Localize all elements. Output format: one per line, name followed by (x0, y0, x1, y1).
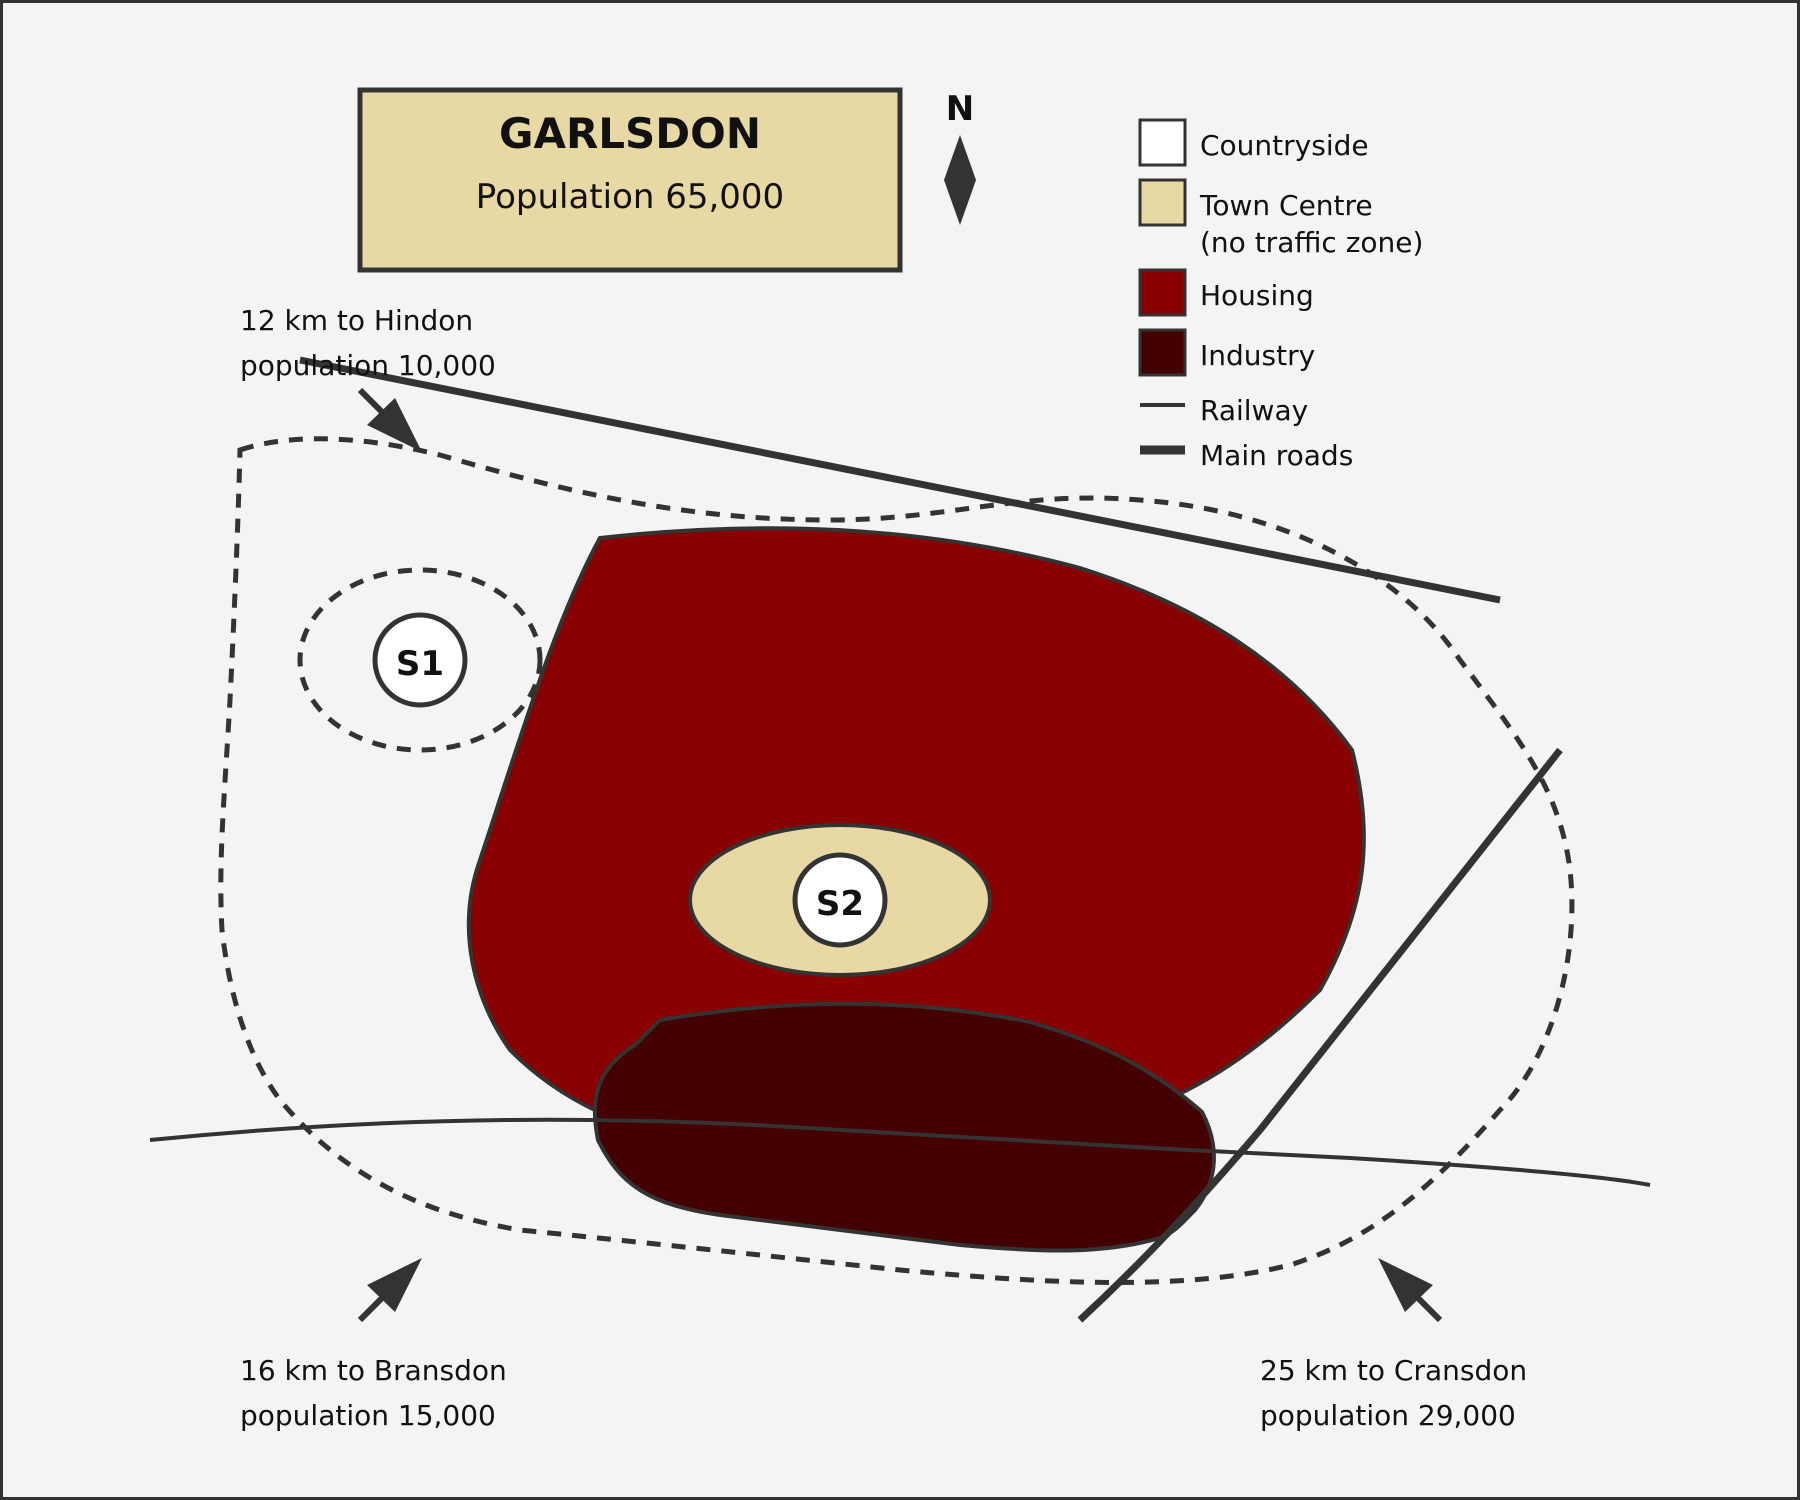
industry-area (592, 1001, 1216, 1253)
site-s2-marker (792, 852, 888, 948)
map-population: Population 65,000 (476, 177, 784, 217)
title-box (357, 87, 903, 273)
legend-swatch-town-centre (1138, 178, 1187, 227)
legend-swatch-countryside (1138, 118, 1187, 167)
legend-swatch-industry (1138, 328, 1187, 377)
legend-label-countryside: Countryside (1200, 129, 1369, 162)
town-boundary (218, 436, 1575, 1285)
main-road-north (299, 356, 1501, 604)
hindon-distance: 12 km to Hindon (240, 304, 473, 337)
legend-label-main-roads: Main roads (1200, 439, 1353, 472)
railway-line (149, 1117, 1651, 1187)
hindon-population: population 10,000 (240, 349, 496, 382)
north-label: N (946, 89, 974, 129)
main-road-east (1077, 747, 1563, 1323)
cransdon-arrow-icon (1378, 1258, 1443, 1323)
legend-label-railway: Railway (1200, 394, 1308, 427)
site-s2-label: S2 (816, 884, 864, 924)
legend-label-town-centre-note: (no traffic zone) (1200, 226, 1423, 259)
legend-label-industry: Industry (1200, 339, 1315, 372)
bransdon-population: population 15,000 (240, 1399, 496, 1432)
bransdon-distance: 16 km to Bransdon (240, 1354, 507, 1387)
site-s1-marker (372, 612, 468, 708)
legend-swatch-housing (1138, 268, 1187, 317)
map-title: GARLSDON (499, 109, 761, 158)
legend: Countryside Town Centre (no traffic zone… (1138, 118, 1423, 472)
site-s1-label: S1 (396, 644, 444, 684)
cransdon-population: population 29,000 (1260, 1399, 1516, 1432)
legend-label-housing: Housing (1200, 279, 1314, 312)
hindon-arrow-icon (357, 387, 422, 452)
legend-label-town-centre: Town Centre (1199, 189, 1373, 222)
bransdon-arrow-icon (357, 1258, 422, 1323)
site-s1-zone (297, 567, 543, 753)
north-arrow-icon (944, 135, 976, 225)
cransdon-distance: 25 km to Cransdon (1260, 1354, 1527, 1387)
